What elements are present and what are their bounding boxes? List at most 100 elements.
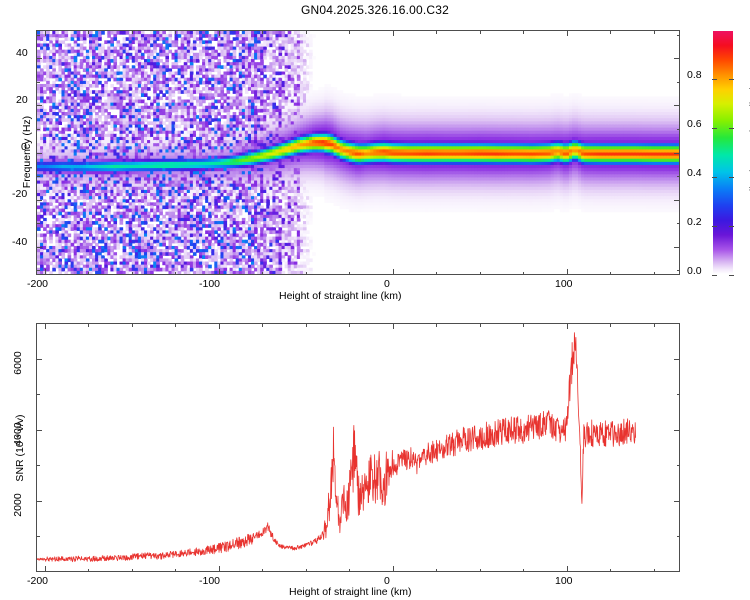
y-tick — [36, 81, 40, 83]
x-tick — [479, 568, 481, 572]
x-tick — [523, 568, 525, 572]
spec-ytick-label-0: -40 — [12, 236, 28, 248]
colorbar-tick — [729, 177, 734, 178]
x-tick — [262, 323, 264, 327]
x-tick — [44, 269, 46, 275]
y-tick — [36, 152, 42, 154]
x-tick — [262, 30, 264, 34]
snr-line-plot — [37, 332, 636, 563]
y-tick — [676, 81, 680, 83]
spectrogram-x-axis-label: Height of straight line (km) — [279, 290, 402, 302]
y-tick — [674, 429, 680, 431]
colorbar-tick-label-1: 0.2 — [687, 216, 702, 228]
x-tick — [218, 30, 220, 36]
y-tick — [674, 105, 680, 107]
y-tick — [676, 465, 680, 467]
x-tick — [392, 566, 394, 572]
y-tick — [676, 536, 680, 538]
x-tick — [305, 323, 307, 327]
colorbar-tick-label-2: 0.4 — [687, 167, 702, 179]
x-tick — [305, 568, 307, 572]
y-tick — [36, 246, 42, 248]
x-tick — [88, 568, 90, 572]
colorbar-tick — [712, 128, 717, 129]
y-tick — [676, 128, 680, 130]
snr-xtick-label-0: -200 — [27, 575, 49, 587]
x-tick — [88, 30, 90, 34]
x-tick — [436, 568, 438, 572]
x-tick — [131, 30, 133, 34]
spec-ytick-label-2: 0 — [21, 141, 27, 153]
snr-y-axis-label: SNR (10 * v/v) — [14, 414, 26, 482]
spec-ytick-label-1: -20 — [12, 188, 28, 200]
x-tick — [392, 30, 394, 36]
snr-ytick-label-2: 6000 — [12, 351, 24, 375]
x-tick — [610, 568, 612, 572]
x-tick — [175, 271, 177, 275]
y-tick — [36, 105, 42, 107]
x-tick — [479, 323, 481, 327]
y-tick — [676, 34, 680, 36]
y-tick — [36, 176, 40, 178]
x-tick — [392, 269, 394, 275]
spec-xtick-label-0: -200 — [27, 278, 49, 290]
x-tick — [610, 323, 612, 327]
x-tick — [479, 30, 481, 34]
x-tick — [305, 271, 307, 275]
y-tick — [36, 323, 40, 324]
colorbar-tick — [729, 128, 734, 129]
colorbar-tick — [729, 275, 734, 276]
y-tick — [36, 58, 42, 60]
y-tick — [36, 358, 42, 360]
x-tick — [566, 30, 568, 36]
y-tick — [36, 429, 42, 431]
x-tick — [175, 30, 177, 34]
y-tick — [36, 536, 40, 538]
x-tick — [218, 566, 220, 572]
y-tick — [36, 199, 42, 201]
colorbar-tick — [712, 79, 717, 80]
x-tick — [523, 323, 525, 327]
x-tick — [88, 323, 90, 327]
colorbar-gradient — [713, 31, 733, 274]
x-tick — [610, 271, 612, 275]
spec-xtick-label-3: 100 — [555, 278, 573, 290]
x-tick — [610, 30, 612, 34]
colorbar-tick-label-0: 0.0 — [687, 265, 702, 277]
colorbar-tick-label-3: 0.6 — [687, 118, 702, 130]
spectrogram-y-axis-label: Frequency (Hz) — [21, 115, 33, 189]
x-tick — [436, 323, 438, 327]
spectrogram-axes — [36, 30, 680, 275]
spectrogram-image — [37, 31, 679, 274]
y-tick — [674, 358, 680, 360]
y-tick — [676, 394, 680, 396]
spec-ytick-label-3: 20 — [16, 94, 28, 106]
y-tick — [674, 246, 680, 248]
x-tick — [436, 271, 438, 275]
y-tick — [676, 323, 680, 324]
figure-title: GN04.2025.326.16.00.C32 — [300, 3, 450, 17]
x-tick — [479, 271, 481, 275]
x-tick — [218, 269, 220, 275]
y-tick — [674, 152, 680, 154]
x-tick — [175, 568, 177, 572]
x-tick — [653, 271, 655, 275]
x-tick — [218, 323, 220, 329]
y-tick — [36, 500, 42, 502]
y-tick — [36, 128, 40, 130]
snr-xtick-label-2: 0 — [384, 575, 390, 587]
colorbar — [712, 30, 734, 275]
x-tick — [349, 271, 351, 275]
colorbar-tick — [712, 226, 717, 227]
y-tick — [36, 223, 40, 225]
y-tick — [36, 270, 40, 272]
x-tick — [523, 271, 525, 275]
x-tick — [653, 323, 655, 327]
x-tick — [131, 568, 133, 572]
snr-xtick-label-1: -100 — [199, 575, 221, 587]
y-tick — [676, 270, 680, 272]
y-tick — [676, 223, 680, 225]
snr-x-axis-label: Height of straight line (km) — [289, 586, 412, 598]
colorbar-tick — [712, 275, 717, 276]
